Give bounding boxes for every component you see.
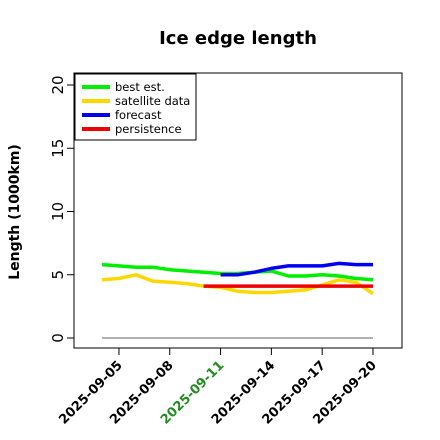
legend-label: forecast — [115, 108, 162, 122]
x-axis: 2025-09-052025-09-082025-09-112025-09-14… — [56, 348, 380, 428]
series-line-satellite-data — [101, 273, 374, 296]
y-tick-label: 5 — [49, 270, 67, 280]
y-tick-label: 15 — [49, 139, 67, 158]
y-tick-label: 10 — [49, 202, 67, 221]
plot-area — [73, 72, 403, 349]
chart-title: Ice edge length — [159, 28, 317, 49]
legend-label: persistence — [115, 122, 182, 136]
y-axis-label: Length (1000km) — [7, 144, 23, 280]
y-axis: 0 5 10 15 20 — [49, 75, 74, 343]
legend-label: satellite data — [115, 94, 190, 108]
series-line-forecast — [220, 261, 373, 277]
y-tick-label: 20 — [49, 75, 67, 94]
series-layer — [101, 261, 374, 296]
y-tick-label: 0 — [49, 333, 67, 343]
legend: best est.satellite dataforecastpersisten… — [74, 73, 197, 141]
legend-label: best est. — [115, 80, 165, 94]
